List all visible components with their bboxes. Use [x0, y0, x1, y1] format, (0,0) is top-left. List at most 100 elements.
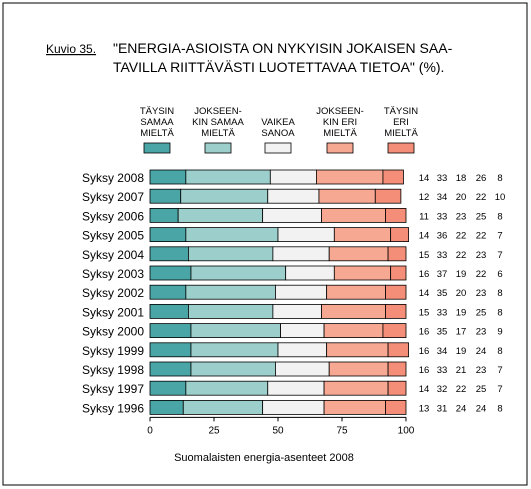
- value-label: 33: [437, 173, 448, 184]
- bar-segment: [262, 207, 322, 223]
- bar-segment: [149, 188, 182, 204]
- value-label: 22: [476, 231, 487, 242]
- bar-segment: [149, 265, 192, 281]
- bar-segment: [333, 227, 392, 243]
- value-label: 19: [456, 269, 467, 280]
- bar-segment: [385, 284, 407, 300]
- value-label: 35: [437, 327, 448, 338]
- bar-segment: [321, 207, 386, 223]
- bar-segment: [149, 380, 187, 396]
- bar-segment: [185, 227, 279, 243]
- value-label: 23: [476, 250, 487, 261]
- bar-segment: [323, 380, 389, 396]
- bar-segment: [180, 188, 269, 204]
- bar-segment: [390, 227, 409, 243]
- legend-label: MIELTÄ: [384, 128, 418, 139]
- value-label: 8: [497, 307, 502, 318]
- category-label: Syksy 1998: [82, 363, 144, 377]
- bar-segment: [285, 265, 335, 281]
- value-label: 25: [476, 307, 487, 318]
- x-tick-label: 100: [398, 425, 415, 436]
- figure-label: Kuvio 35.: [46, 42, 96, 56]
- bar-segment: [280, 323, 325, 339]
- value-label: 32: [437, 384, 448, 395]
- bar-segment: [390, 265, 407, 281]
- legend-label: KIN ERI: [323, 117, 357, 128]
- bar-segment: [385, 207, 407, 223]
- bar-segment: [149, 361, 192, 377]
- legend-label: SANOA: [261, 128, 295, 139]
- value-label: 17: [456, 327, 467, 338]
- bar-segment: [267, 188, 320, 204]
- bar-segment: [321, 303, 386, 319]
- value-label: 16: [419, 269, 430, 280]
- legend-label: KIN SAMAA: [192, 117, 244, 128]
- value-label: 23: [476, 365, 487, 376]
- legend-label: SAMAA: [140, 117, 174, 128]
- value-label: 24: [456, 403, 467, 414]
- bar-segment: [190, 265, 287, 281]
- bar-segment: [185, 284, 276, 300]
- value-label: 22: [476, 269, 487, 280]
- bar-segment: [328, 246, 389, 262]
- category-label: Syksy 1999: [82, 344, 144, 358]
- value-label: 36: [437, 231, 448, 242]
- bar-segment: [149, 207, 179, 223]
- figure-title-line1: "ENERGIA-ASIOISTA ON NYKYISIN JOKAISEN S…: [113, 40, 453, 56]
- value-label: 14: [419, 173, 430, 184]
- bar-segment: [323, 399, 386, 415]
- bars: [149, 169, 409, 415]
- value-label: 6: [497, 269, 502, 280]
- category-label: Syksy 2000: [82, 325, 144, 339]
- x-axis: 0 25 50 75 100: [147, 416, 415, 436]
- bar-segment: [190, 323, 281, 339]
- value-label: 33: [437, 211, 448, 222]
- bar-segment: [149, 246, 189, 262]
- value-label: 15: [419, 307, 430, 318]
- value-label: 31: [437, 403, 448, 414]
- value-label: 15: [419, 250, 430, 261]
- category-label: Syksy 1996: [82, 401, 144, 415]
- value-label: 7: [497, 250, 502, 261]
- category-label: Syksy 2003: [82, 267, 144, 281]
- footer-note: Suomalaisten energia-asenteet 2008: [174, 452, 354, 464]
- bar-segment: [177, 207, 264, 223]
- value-label: 8: [497, 173, 502, 184]
- bar-segment: [187, 246, 274, 262]
- legend-swatch: [387, 142, 415, 154]
- bar-segment: [272, 246, 330, 262]
- value-label: 16: [419, 365, 430, 376]
- bar-segment: [149, 323, 192, 339]
- value-label: 33: [437, 250, 448, 261]
- legend-swatch: [264, 142, 292, 154]
- bar-segment: [190, 342, 279, 358]
- bar-segment: [185, 169, 271, 185]
- bar-segment: [387, 361, 407, 377]
- legend-label: JOKSEEN-: [316, 106, 364, 117]
- bar-segment: [328, 361, 389, 377]
- category-labels: Syksy 2008 Syksy 2007 Syksy 2006 Syksy 2005…: [82, 171, 144, 415]
- bar-segment: [272, 303, 322, 319]
- bar-segment: [185, 380, 269, 396]
- bar-segment: [149, 399, 184, 415]
- bar-segment: [387, 342, 409, 358]
- value-label: 8: [497, 346, 502, 357]
- value-label: 12: [419, 192, 430, 203]
- legend-label: MIELTÄ: [323, 128, 357, 139]
- legend-swatch: [204, 142, 232, 154]
- value-label: 22: [456, 250, 467, 261]
- bar-segment: [262, 399, 325, 415]
- value-label: 8: [497, 211, 502, 222]
- bar-segment: [326, 284, 386, 300]
- value-label: 11: [419, 211, 429, 222]
- bar-segment: [149, 303, 189, 319]
- value-label: 18: [456, 173, 467, 184]
- category-label: Syksy 2004: [82, 248, 144, 262]
- category-label: Syksy 2006: [82, 209, 144, 223]
- bar-segment: [385, 303, 407, 319]
- value-label: 23: [456, 211, 467, 222]
- bar-segment: [315, 169, 384, 185]
- x-tick-label: 75: [336, 425, 348, 436]
- value-label: 7: [497, 231, 502, 242]
